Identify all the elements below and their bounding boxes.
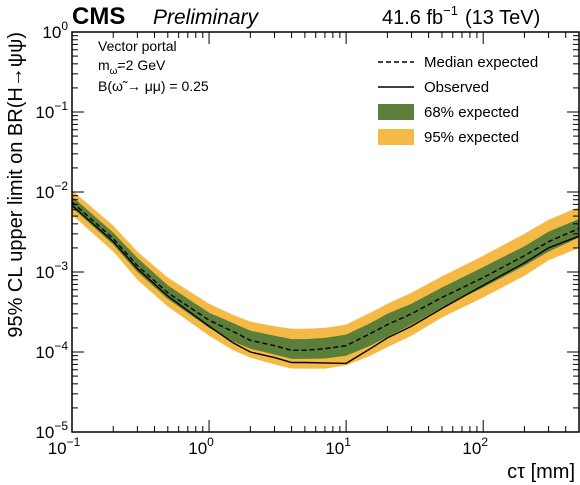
lumi-value: 41.6 fb [382,7,443,29]
annotation-mass: mω̃=2 GeV [98,57,166,77]
plot-frame [71,31,580,433]
y-tick-label: 10−5 [35,419,68,442]
x-axis-title: cτ [mm] [507,461,575,483]
y-tick-label: 10−3 [35,259,68,282]
status-label: Preliminary [153,6,260,29]
lumi-exponent: −1 [443,3,458,18]
annotation-mass-symbol: m [98,57,110,73]
legend-label: 95% expected [424,129,519,146]
legend: Median expected Observed 68% expected 95% e… [378,54,538,146]
axis-ticks [71,31,580,433]
legend-swatch-box [378,129,414,145]
legend-label: Observed [424,79,489,96]
observed-line [71,204,580,365]
annotation-mass-value: =2 GeV [117,57,166,73]
y-tick-label: 10−2 [35,179,68,202]
energy-label: (13 TeV) [465,7,540,29]
legend-swatch-box [378,104,414,120]
lumi-label: 41.6 fb−1 (13 TeV) [382,3,540,29]
limit-lines [71,201,580,365]
y-tick-label: 10−4 [35,339,68,362]
legend-label: 68% expected [424,104,519,121]
y-tick-label: 100 [42,19,68,42]
band-95-expected [72,190,579,369]
annotation-mass-sub: ω̃ [110,66,122,77]
median-expected-line [71,201,580,351]
x-tick-label: 102 [462,435,488,458]
annotation-br: B(ω̃ → μμ) = 0.25 [98,78,209,94]
x-tick-label: 10−1 [48,435,81,458]
tick-labels: 10−1 100 101 102 10−5 10−4 10−3 10−2 10−1 100 [35,19,488,458]
x-tick-label: 100 [188,435,214,458]
experiment-label: CMS [72,3,125,30]
y-tick-label: 10−1 [35,99,68,122]
x-tick-label: 101 [325,435,351,458]
legend-label: Median expected [424,54,538,71]
annotation-model: Vector portal [98,38,177,54]
uncertainty-bands [72,190,579,369]
y-axis-title: 95% CL upper limit on BR(H→ψψ) [5,32,27,338]
